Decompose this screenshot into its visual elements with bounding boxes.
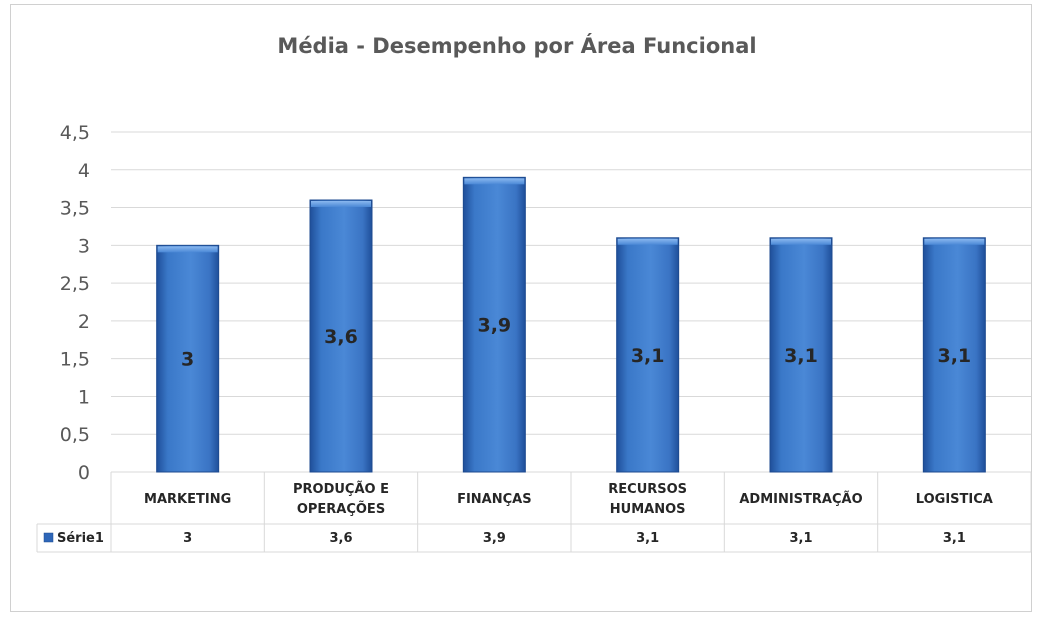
bar-layer: 3 3,6 3,9 3,1 3,1 3,1 (156, 176, 986, 473)
category-label: PRODUÇÃO E OPERAÇÕES (293, 481, 389, 517)
category-label: RECURSOS HUMANOS (608, 482, 687, 517)
legend-series-name: Série1 (57, 531, 104, 546)
bar (156, 244, 220, 473)
category-label: LOGISTICA (916, 492, 993, 507)
y-tick-label: 4,5 (60, 122, 90, 144)
y-tick-label: 2 (78, 311, 90, 333)
legend-key (43, 532, 54, 543)
data-label: 3,1 (937, 345, 971, 367)
data-label: 3,6 (324, 326, 358, 348)
category-label: FINANÇAS (457, 492, 532, 507)
data-label: 3 (181, 349, 194, 371)
bar (462, 176, 526, 473)
data-label: 3,1 (784, 345, 818, 367)
y-tick-label: 0,5 (60, 424, 90, 446)
data-label: 3,1 (631, 345, 665, 367)
bar (616, 237, 680, 473)
category-label: MARKETING (144, 492, 231, 507)
category-label: ADMINISTRAÇÃO (739, 491, 862, 507)
grid-layer (111, 131, 1031, 473)
y-tick-label: 3 (78, 235, 90, 257)
bar (769, 237, 833, 473)
y-tick-label: 2,5 (60, 273, 90, 295)
bar (922, 237, 986, 473)
y-tick-label: 1,5 (60, 349, 90, 371)
data-table: MARKETING PRODUÇÃO E OPERAÇÕES FINANÇAS RECU… (36, 472, 1032, 553)
data-label: 3,9 (477, 315, 511, 337)
chart-svg: Média - Desempenho por Área Funcional 00… (36, 33, 1032, 553)
y-tick-label: 1 (78, 386, 90, 408)
table-value-cell: 3,9 (483, 531, 506, 546)
table-value-cell: 3,1 (943, 531, 966, 546)
y-axis: 0 0,5 1 1,5 2 2,5 3 3,5 4 4,5 (60, 122, 90, 484)
y-tick-label: 4 (78, 160, 90, 182)
table-value-cell: 3,1 (789, 531, 812, 546)
table-value-cell: 3,6 (329, 531, 352, 546)
table-value-cell: 3,1 (636, 531, 659, 546)
y-tick-label: 0 (78, 462, 90, 484)
table-value-cell: 3 (183, 531, 192, 546)
bar (309, 199, 373, 473)
y-tick-label: 3,5 (60, 198, 90, 220)
chart-title: Média - Desempenho por Área Funcional (277, 33, 756, 58)
